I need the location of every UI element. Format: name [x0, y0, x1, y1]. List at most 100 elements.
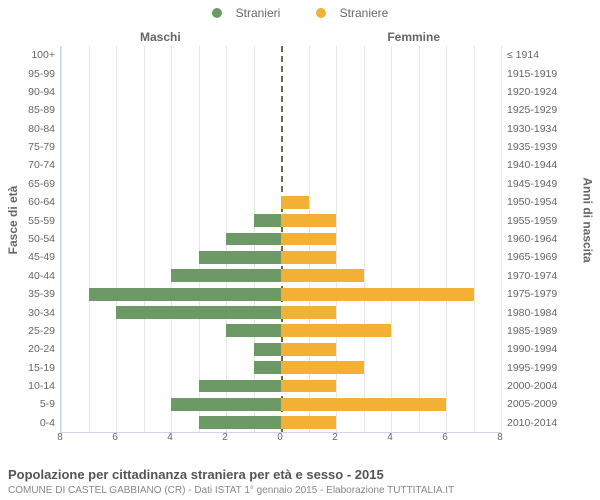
bar-male [254, 214, 282, 227]
bar-female [281, 288, 474, 301]
x-tick: 8 [497, 432, 503, 443]
age-label: 10-14 [28, 380, 61, 392]
bar-female [281, 269, 364, 282]
legend-item-female: Straniere [308, 6, 397, 20]
x-tick: 2 [332, 432, 338, 443]
bar-male [116, 306, 281, 319]
legend-dot-male [212, 8, 222, 18]
year-label: 1965-1969 [501, 251, 557, 263]
age-row: 85-891925-1929 [61, 101, 501, 119]
age-label: 25-29 [28, 325, 61, 337]
bar-male [199, 251, 282, 264]
bar-male [89, 288, 282, 301]
age-row: 60-641950-1954 [61, 193, 501, 211]
age-row: 35-391975-1979 [61, 285, 501, 303]
x-tick: 6 [442, 432, 448, 443]
bar-male [171, 398, 281, 411]
x-tick: 0 [277, 432, 283, 443]
bar-female [281, 416, 336, 429]
chart-caption: Popolazione per cittadinanza straniera p… [8, 467, 384, 482]
bar-male [199, 380, 282, 393]
legend-dot-female [316, 8, 326, 18]
pyramid-chart: Stranieri Straniere Maschi Femmine Fasce… [0, 0, 600, 500]
age-label: 85-89 [28, 104, 61, 116]
age-label: 80-84 [28, 123, 61, 135]
age-label: 5-9 [40, 398, 61, 410]
header-female: Femmine [387, 30, 440, 44]
age-row: 90-941920-1924 [61, 83, 501, 101]
year-label: 1915-1919 [501, 68, 557, 80]
year-label: 1995-1999 [501, 362, 557, 374]
age-row: 0-42010-2014 [61, 414, 501, 432]
age-row: 50-541960-1964 [61, 230, 501, 248]
age-label: 45-49 [28, 251, 61, 263]
year-label: 1930-1934 [501, 123, 557, 135]
age-label: 95-99 [28, 68, 61, 80]
legend-label-female: Straniere [340, 6, 389, 20]
age-row: 100+≤ 1914 [61, 46, 501, 64]
x-tick: 2 [222, 432, 228, 443]
bar-male [226, 233, 281, 246]
year-label: 1955-1959 [501, 215, 557, 227]
age-label: 40-44 [28, 270, 61, 282]
year-label: ≤ 1914 [501, 49, 539, 61]
age-row: 20-241990-1994 [61, 340, 501, 358]
bar-female [281, 196, 309, 209]
age-label: 65-69 [28, 178, 61, 190]
bar-female [281, 306, 336, 319]
legend-label-male: Stranieri [236, 6, 281, 20]
bar-female [281, 214, 336, 227]
age-row: 65-691945-1949 [61, 175, 501, 193]
year-label: 1980-1984 [501, 307, 557, 319]
bar-male [254, 343, 282, 356]
header-male: Maschi [140, 30, 181, 44]
age-label: 20-24 [28, 343, 61, 355]
age-row: 80-841930-1934 [61, 120, 501, 138]
year-label: 1950-1954 [501, 196, 557, 208]
x-tick: 4 [167, 432, 173, 443]
year-label: 1990-1994 [501, 343, 557, 355]
year-label: 1920-1924 [501, 86, 557, 98]
age-row: 5-92005-2009 [61, 395, 501, 413]
bar-female [281, 398, 446, 411]
legend: Stranieri Straniere [0, 6, 600, 21]
age-row: 30-341980-1984 [61, 303, 501, 321]
age-label: 60-64 [28, 196, 61, 208]
y-axis-left-label: Fasce di età [6, 186, 20, 255]
x-tick: 4 [387, 432, 393, 443]
bar-male [226, 324, 281, 337]
year-label: 1925-1929 [501, 104, 557, 116]
age-row: 55-591955-1959 [61, 211, 501, 229]
bar-male [254, 361, 282, 374]
x-tick: 8 [57, 432, 63, 443]
bar-female [281, 324, 391, 337]
year-label: 1960-1964 [501, 233, 557, 245]
age-label: 70-74 [28, 159, 61, 171]
bar-female [281, 361, 364, 374]
age-label: 90-94 [28, 86, 61, 98]
year-label: 2000-2004 [501, 380, 557, 392]
age-label: 100+ [31, 49, 61, 61]
age-label: 35-39 [28, 288, 61, 300]
x-axis: 864202468 [60, 432, 500, 446]
year-label: 1970-1974 [501, 270, 557, 282]
year-label: 1975-1979 [501, 288, 557, 300]
age-row: 75-791935-1939 [61, 138, 501, 156]
age-label: 50-54 [28, 233, 61, 245]
chart-subcaption: COMUNE DI CASTEL GABBIANO (CR) - Dati IS… [8, 485, 454, 496]
age-label: 75-79 [28, 141, 61, 153]
age-row: 15-191995-1999 [61, 358, 501, 376]
age-label: 55-59 [28, 215, 61, 227]
age-label: 15-19 [28, 362, 61, 374]
year-label: 1945-1949 [501, 178, 557, 190]
bar-male [199, 416, 282, 429]
year-label: 1985-1989 [501, 325, 557, 337]
bar-female [281, 380, 336, 393]
year-label: 1940-1944 [501, 159, 557, 171]
bar-female [281, 233, 336, 246]
age-row: 95-991915-1919 [61, 64, 501, 82]
age-label: 0-4 [40, 417, 61, 429]
age-row: 40-441970-1974 [61, 267, 501, 285]
year-label: 1935-1939 [501, 141, 557, 153]
bar-female [281, 343, 336, 356]
